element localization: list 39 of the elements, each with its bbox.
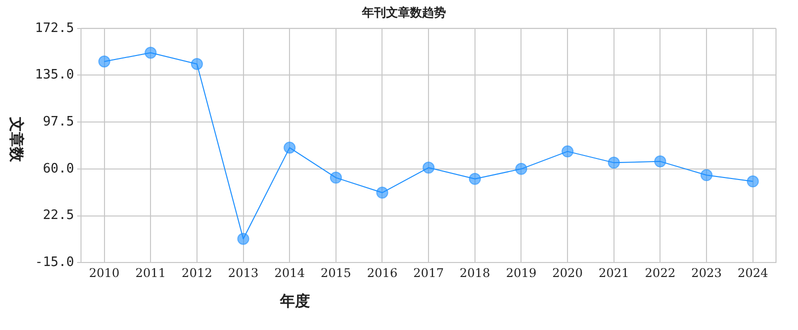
x-tick-label: 2010 <box>89 266 120 280</box>
point <box>608 156 620 169</box>
point <box>190 58 203 70</box>
point <box>330 172 342 184</box>
y-tick-label: 135.0 <box>34 68 74 83</box>
x-tick-label: 2018 <box>460 266 490 280</box>
point <box>468 172 481 185</box>
point <box>515 162 528 175</box>
point <box>562 145 574 158</box>
y-axis-title: 文章数 <box>6 116 26 164</box>
x-tick-label: 2019 <box>506 266 536 280</box>
point <box>654 155 666 168</box>
x-tick-label: 2020 <box>552 266 583 280</box>
x-tick-label: 2013 <box>228 266 259 280</box>
point <box>746 175 759 188</box>
chart-title: 年刊文章数趋势 <box>361 5 446 20</box>
point <box>237 232 250 245</box>
x-tick-label: 2011 <box>135 266 166 280</box>
point <box>376 186 388 199</box>
x-tick-label: 2023 <box>691 266 722 280</box>
y-tick-label: 60.0 <box>42 161 74 176</box>
y-tick-label: 22.5 <box>42 208 74 224</box>
point <box>144 46 157 59</box>
y-tick-label: 97.5 <box>42 114 74 130</box>
point <box>422 162 435 174</box>
point <box>700 169 713 182</box>
point <box>98 56 110 68</box>
x-tick-label: 2012 <box>182 266 212 280</box>
x-tick-label: 2024 <box>738 266 768 280</box>
x-tick-label: 2015 <box>320 266 352 280</box>
x-axis-title: 年度 <box>280 292 310 311</box>
y-tick-label: 172.5 <box>34 20 74 36</box>
x-tick-label: 2014 <box>274 266 306 280</box>
x-tick-label: 2022 <box>644 266 676 280</box>
x-tick-label: 2021 <box>598 266 630 280</box>
point <box>284 142 296 154</box>
x-tick-label: 2016 <box>366 266 398 280</box>
y-tick-label: -15.0 <box>34 254 74 270</box>
x-tick-label: 2017 <box>413 266 444 280</box>
